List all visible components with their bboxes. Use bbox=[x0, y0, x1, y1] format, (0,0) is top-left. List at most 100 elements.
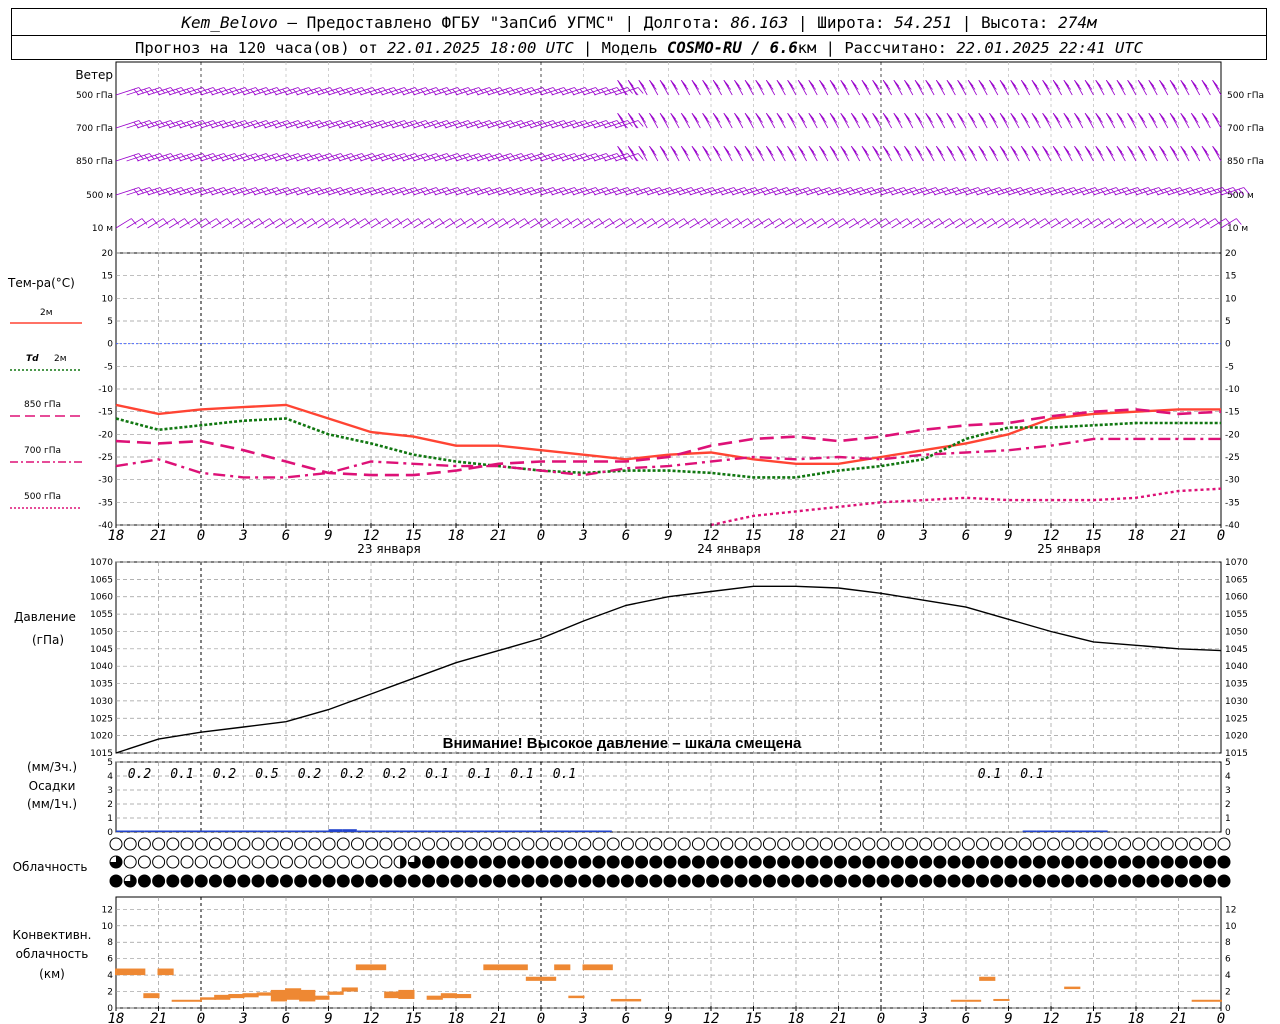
cloud-circle bbox=[635, 837, 649, 851]
wind-barb bbox=[509, 153, 533, 162]
wind-barb bbox=[583, 87, 607, 96]
wind-barb bbox=[1199, 218, 1216, 229]
wind-barb-feather bbox=[637, 87, 644, 94]
wind-barb-feather bbox=[449, 218, 456, 225]
x-tick-label: 0 bbox=[877, 1011, 885, 1024]
cloud-full bbox=[976, 874, 990, 888]
wind-barb-feather bbox=[1159, 145, 1165, 153]
wind-barb bbox=[179, 120, 203, 129]
cloud-full bbox=[478, 874, 492, 888]
wind-barb bbox=[861, 80, 871, 96]
cloud-circle bbox=[308, 855, 322, 869]
wind-barb bbox=[540, 153, 564, 162]
cloud-cover-symbol bbox=[890, 837, 904, 851]
wind-barb bbox=[1178, 218, 1195, 229]
wind-barb bbox=[723, 146, 733, 162]
wind-level-label-left: 850 гПа bbox=[76, 157, 113, 167]
wind-barb bbox=[1178, 187, 1202, 196]
cloud-cover-symbol bbox=[1032, 855, 1046, 869]
x-tick-label: 3 bbox=[238, 528, 247, 544]
wind-barb-feather bbox=[460, 218, 467, 225]
cloud-full bbox=[478, 855, 492, 869]
wind-barb bbox=[360, 218, 376, 229]
wind-barb bbox=[891, 187, 915, 196]
cloud-full bbox=[521, 874, 535, 888]
wind-barb-feather bbox=[1084, 112, 1091, 120]
wind-barb-feather bbox=[757, 149, 763, 156]
cloud-cover-symbol bbox=[876, 837, 890, 851]
y-tick-label-right: 1045 bbox=[1225, 645, 1248, 655]
cloud-cover-symbol bbox=[194, 874, 208, 888]
wind-barb-feather bbox=[693, 149, 700, 156]
cloud-cover-symbol bbox=[208, 874, 222, 888]
cloud-full bbox=[649, 855, 663, 869]
cloud-full bbox=[1061, 855, 1075, 869]
cloud-full bbox=[578, 855, 592, 869]
wind-barb-feather bbox=[693, 83, 700, 90]
wind-barb-feather bbox=[999, 145, 1006, 153]
wind-barb bbox=[604, 218, 621, 229]
wind-barb-feather bbox=[906, 218, 913, 225]
legend-700-label: 700 гПа bbox=[24, 446, 61, 456]
wind-barb bbox=[819, 113, 829, 129]
cloud-cover-symbol bbox=[720, 837, 734, 851]
wind-barb-feather bbox=[893, 79, 900, 87]
wind-barb bbox=[989, 146, 999, 162]
wind-barb bbox=[797, 80, 807, 96]
wind-barb bbox=[275, 218, 291, 229]
cloud-circle bbox=[1075, 837, 1089, 851]
x-tick-label: 15 bbox=[745, 1011, 762, 1024]
wind-barb bbox=[870, 187, 894, 196]
cloud-circle bbox=[152, 855, 166, 869]
cloud-full bbox=[833, 855, 847, 869]
wind-barb-feather bbox=[810, 149, 817, 156]
wind-barb-feather bbox=[237, 218, 243, 225]
wind-barb bbox=[1095, 113, 1105, 129]
cloud-cover-symbol bbox=[990, 874, 1004, 888]
wind-barb-feather bbox=[746, 116, 753, 123]
cloud-cover-symbol bbox=[1047, 855, 1061, 869]
wind-barb-feather bbox=[1161, 218, 1168, 225]
cloud-cover-symbol bbox=[876, 855, 890, 869]
wind-barb-feather bbox=[1193, 218, 1200, 225]
wind-barb bbox=[434, 153, 458, 162]
conv-cloud-bar bbox=[256, 992, 273, 996]
cloud-full bbox=[890, 874, 904, 888]
wind-barb bbox=[1040, 187, 1064, 196]
cloud-circle bbox=[1174, 837, 1188, 851]
cloud-full bbox=[677, 874, 691, 888]
wind-barb bbox=[519, 218, 536, 229]
wind-barb-feather bbox=[1139, 116, 1146, 123]
wind-barb bbox=[158, 187, 182, 196]
wind-barb-feather bbox=[744, 145, 751, 153]
wind-barb bbox=[519, 120, 543, 129]
wind-barb-feather bbox=[682, 83, 689, 90]
cloud-full bbox=[748, 874, 762, 888]
cloud-full bbox=[904, 855, 918, 869]
wind-barb-feather bbox=[893, 112, 900, 120]
cloud-circle bbox=[365, 855, 379, 869]
wind-barb-feather bbox=[914, 145, 921, 153]
cloud-cover-symbol bbox=[848, 855, 862, 869]
y-tick-label-left: 1035 bbox=[90, 680, 113, 690]
cloud-circle bbox=[223, 837, 237, 851]
model-unit: км bbox=[797, 39, 817, 57]
wind-barb bbox=[829, 113, 839, 129]
precip-bar bbox=[186, 830, 201, 832]
cloud-cover-symbol bbox=[549, 837, 563, 851]
wind-barb bbox=[498, 218, 515, 229]
precip-amount-label: 0.1 bbox=[468, 767, 491, 782]
wind-barb-feather bbox=[829, 79, 836, 87]
wind-barb-feather bbox=[906, 149, 912, 156]
wind-barb bbox=[498, 187, 522, 196]
cloud-circle bbox=[762, 837, 776, 851]
wind-barb bbox=[1074, 80, 1084, 96]
wind-barb bbox=[487, 87, 511, 96]
wind-barb bbox=[445, 87, 469, 96]
wind-barb bbox=[861, 146, 871, 162]
y-tick-label-left: 6 bbox=[107, 955, 113, 965]
cloud-cover-symbol bbox=[961, 837, 975, 851]
wind-barb-feather bbox=[1010, 145, 1017, 153]
cloud-full bbox=[592, 855, 606, 869]
wind-barb bbox=[232, 120, 256, 129]
